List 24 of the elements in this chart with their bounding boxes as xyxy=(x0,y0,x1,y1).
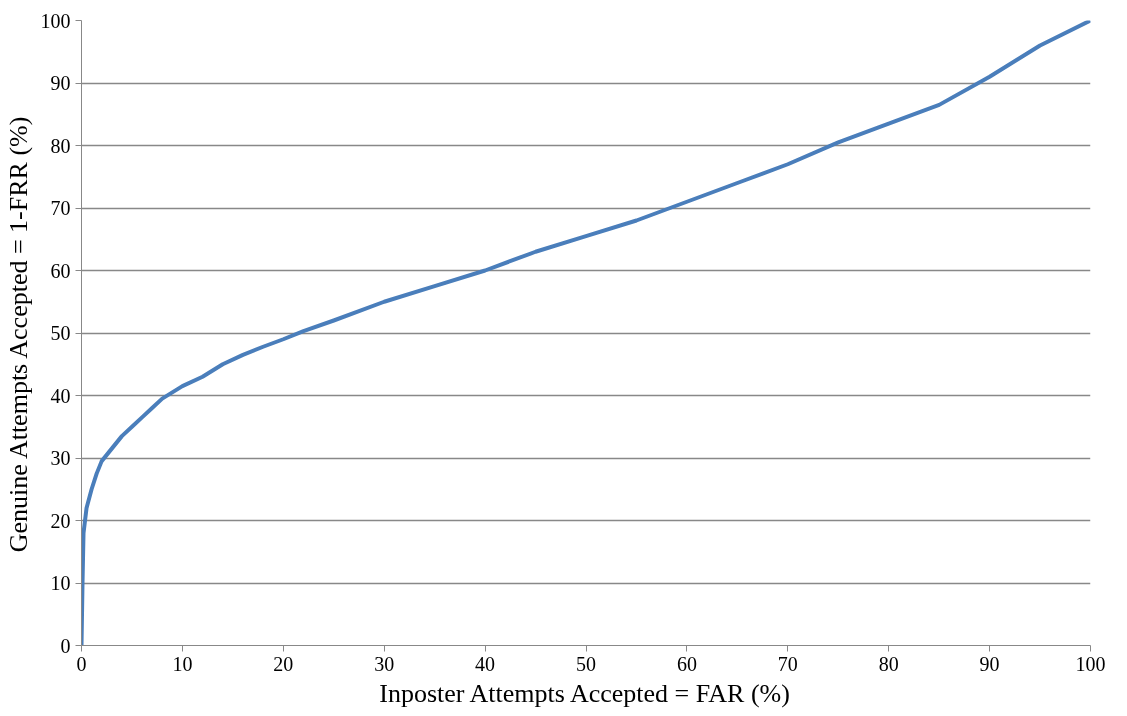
x-axis-title: Inposter Attempts Accepted = FAR (%) xyxy=(379,678,790,708)
y-tick-label: 60 xyxy=(50,259,71,282)
x-tick-label: 100 xyxy=(1075,652,1106,675)
y-tick-label: 10 xyxy=(50,572,71,594)
y-tick-label: 20 xyxy=(50,509,71,532)
y-axis-title: Genuine Attempts Accepted = 1-FRR (%) xyxy=(3,116,33,553)
x-tick-label: 50 xyxy=(576,652,596,675)
x-tick-label: 0 xyxy=(76,652,87,675)
y-tick-label: 0 xyxy=(60,634,71,657)
y-tick-label: 100 xyxy=(40,9,71,32)
x-tick-label: 60 xyxy=(676,652,697,675)
x-tick-label: 40 xyxy=(475,652,496,675)
y-tick-label: 40 xyxy=(50,384,71,407)
x-tick-label: 10 xyxy=(172,652,193,675)
y-tick-label: 70 xyxy=(50,197,71,219)
y-tick-label: 80 xyxy=(50,134,71,157)
y-tick-label: 50 xyxy=(50,322,71,344)
x-tick-label: 80 xyxy=(878,652,899,675)
x-tick-label: 90 xyxy=(979,652,1000,675)
x-tick-label: 30 xyxy=(374,652,395,675)
x-tick-label: 70 xyxy=(777,652,798,675)
y-tick-label: 30 xyxy=(50,447,71,469)
x-tick-label: 20 xyxy=(273,652,294,675)
y-tick-label: 90 xyxy=(50,72,71,94)
